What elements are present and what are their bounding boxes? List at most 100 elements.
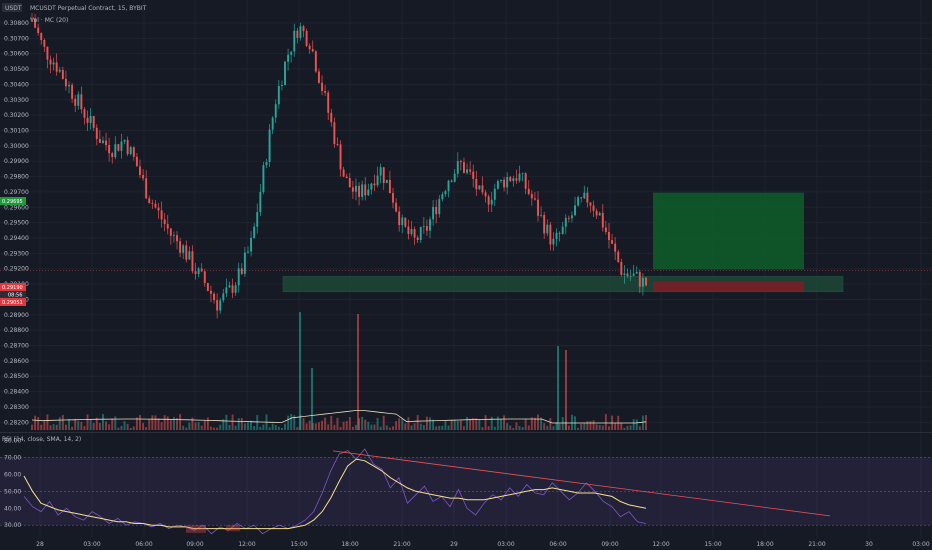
volume-bar	[416, 415, 419, 430]
candle-body	[123, 139, 126, 142]
volume-bar	[447, 425, 450, 430]
candle-body	[370, 183, 373, 190]
candle-body	[367, 189, 370, 196]
volume-bar	[515, 422, 518, 430]
time-tick-label: 03:00	[497, 541, 514, 548]
candle-body	[34, 18, 37, 28]
candle-body	[169, 228, 172, 236]
candle-body	[549, 224, 552, 245]
volume-bar	[487, 426, 490, 430]
candle-body	[228, 285, 231, 288]
time-tick-label: 09:00	[186, 541, 203, 548]
volume-bar	[98, 422, 101, 430]
candle-body	[321, 82, 323, 92]
candle-body	[407, 226, 410, 234]
volume-bar	[179, 414, 182, 430]
volume-bar	[509, 425, 512, 430]
quote-badge[interactable]: USDT	[5, 5, 22, 12]
rsi-tick-label: 80.00	[4, 437, 21, 444]
volume-bar	[237, 418, 240, 430]
candle-body	[92, 116, 95, 128]
zones-layer	[0, 192, 932, 293]
volume-bar	[123, 421, 126, 430]
candle-body	[416, 237, 419, 241]
volume-bar	[361, 416, 364, 430]
volume-bar	[561, 417, 564, 430]
time-tick-label: 12:00	[238, 541, 255, 548]
volume-bar	[484, 415, 487, 430]
volume-bar	[604, 414, 607, 430]
volume-bar	[216, 427, 219, 430]
volume-bar	[321, 420, 323, 430]
quote-badge-bg[interactable]	[2, 3, 22, 12]
candle-body	[145, 178, 148, 199]
candle-body	[185, 245, 188, 260]
volume-bar	[395, 421, 398, 430]
price-tick-label: 0.28700	[4, 343, 29, 350]
volume-spike	[299, 312, 301, 430]
volume-bar	[314, 423, 317, 430]
volume-bar	[626, 425, 629, 430]
volume-bar	[620, 423, 623, 430]
volume-bar	[80, 421, 83, 430]
price-tick-label: 0.28900	[4, 312, 29, 319]
volume-bar	[469, 418, 472, 430]
candle-body	[577, 197, 580, 206]
volume-bar	[293, 415, 296, 430]
candle-body	[598, 212, 601, 216]
volume-bar	[422, 425, 425, 430]
candle-body	[203, 271, 206, 284]
volume-bar	[163, 415, 166, 430]
price-tick-label: 0.28200	[4, 419, 29, 426]
candle-body	[638, 271, 641, 287]
candle-body	[376, 175, 379, 186]
volume-bar	[154, 415, 157, 430]
candle-body	[287, 54, 290, 62]
candle-body	[509, 177, 512, 182]
candle-body	[635, 271, 638, 274]
volume-bar	[481, 427, 484, 430]
candle-body	[481, 185, 484, 193]
volume-bar	[441, 425, 444, 430]
candle-body	[108, 145, 111, 154]
volume-bar	[435, 426, 438, 430]
rsi-trendline	[332, 450, 831, 517]
candle-body	[447, 180, 450, 192]
candle-body	[98, 138, 101, 143]
candle-body	[339, 144, 342, 170]
volume-bar	[518, 425, 521, 430]
volume-bar	[139, 414, 141, 430]
volume-bar	[614, 423, 617, 430]
volume-bar	[608, 426, 610, 430]
candle-body	[555, 232, 558, 239]
candle-body	[444, 191, 447, 195]
volume-bar	[61, 415, 64, 430]
candle-body	[213, 293, 215, 301]
volume-bar	[558, 423, 561, 430]
volume-bar	[287, 415, 290, 430]
volume-bar	[490, 416, 493, 430]
candle-body	[86, 117, 89, 123]
price-tick-label: 0.30800	[4, 20, 29, 27]
volume-bar	[466, 416, 469, 430]
volume-bar	[342, 421, 345, 430]
candle-body	[404, 217, 407, 227]
candle-body	[142, 175, 145, 179]
volume-bar	[432, 419, 435, 430]
candle-body	[441, 194, 444, 200]
rsi-tick-label: 70.00	[4, 454, 21, 461]
candle-body	[453, 173, 456, 182]
volume-bar	[500, 419, 502, 430]
candle-body	[373, 183, 376, 186]
volume-bar	[274, 424, 277, 430]
candle-body	[179, 241, 182, 253]
volume-bar	[160, 422, 163, 430]
time-tick-label: 15:00	[704, 541, 721, 548]
volume-bar	[203, 420, 206, 430]
volume-bar	[419, 423, 422, 430]
volume-bar	[379, 426, 382, 430]
volume-bar	[120, 425, 123, 430]
volume-bar	[317, 422, 320, 430]
candle-body	[512, 178, 515, 182]
volume-spike	[565, 350, 567, 430]
